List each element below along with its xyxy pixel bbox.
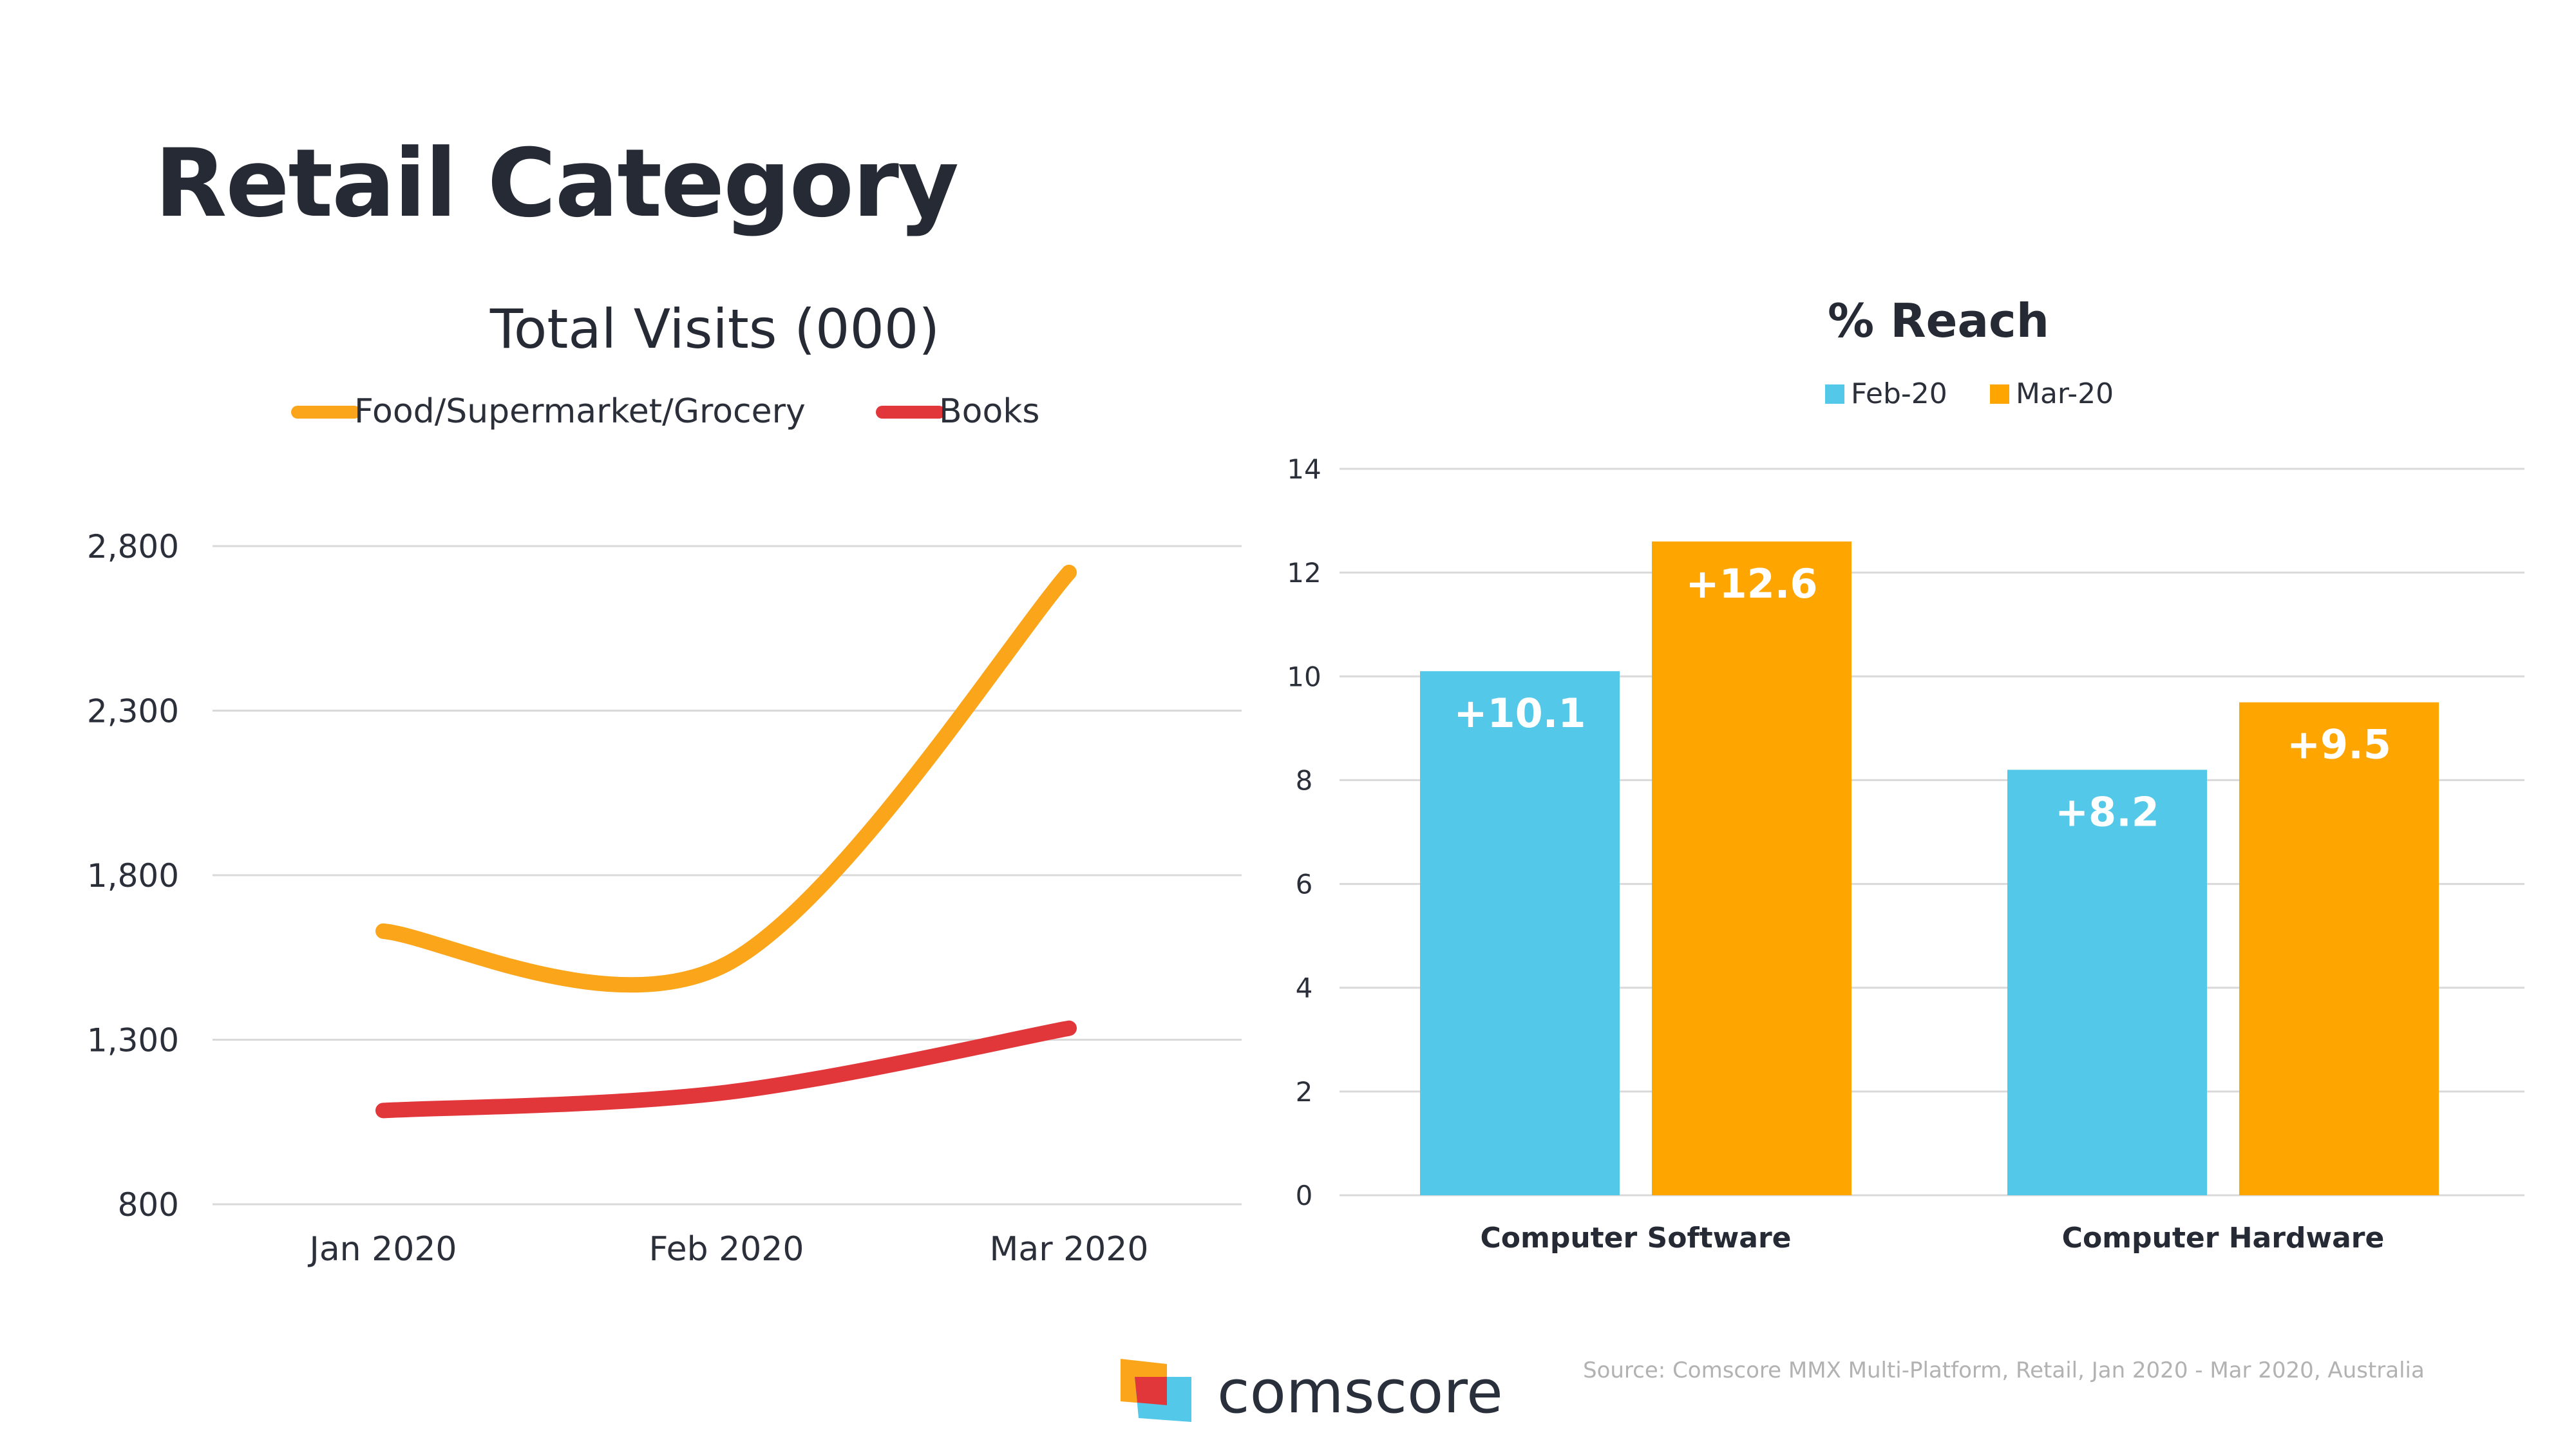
bar-chart-bars: +10.1 +12.6 +8.2 +9.5 bbox=[1420, 541, 2439, 1195]
line-y-tick-label: 1,800 bbox=[87, 857, 179, 895]
bar-data-label: +9.5 bbox=[2287, 721, 2391, 768]
line-y-tick-label: 2,800 bbox=[87, 528, 179, 565]
bar-y-tick-label: 12 bbox=[1287, 557, 1321, 589]
bar-data-label: +12.6 bbox=[1686, 560, 1818, 607]
line-chart-legend: Food/Supermarket/Grocery Books bbox=[291, 392, 1040, 431]
comscore-wordmark: comscore bbox=[1217, 1358, 1503, 1426]
bar-y-tick-label: 4 bbox=[1296, 972, 1313, 1004]
bar-chart-legend: Feb-20 Mar-20 bbox=[1825, 377, 2114, 410]
legend-label-feb: Feb-20 bbox=[1851, 377, 1947, 410]
legend-label-food: Food/Supermarket/Grocery bbox=[354, 392, 806, 431]
line-chart-x-axis: Jan 2020 Feb 2020 Mar 2020 bbox=[307, 1230, 1148, 1269]
bar-y-tick-label: 10 bbox=[1287, 661, 1321, 692]
bar-data-label: +8.2 bbox=[2055, 788, 2159, 835]
line-chart-series bbox=[375, 564, 1077, 1119]
legend-swatch-feb bbox=[1825, 384, 1844, 404]
line-series-books bbox=[375, 1020, 1077, 1119]
legend-label-mar: Mar-20 bbox=[2016, 377, 2114, 410]
line-chart-gridlines bbox=[213, 545, 1242, 1206]
bar-y-tick-label: 0 bbox=[1296, 1180, 1313, 1211]
bar-feb-20-hardware bbox=[2007, 770, 2207, 1195]
line-chart-title: Total Visits (000) bbox=[489, 298, 940, 361]
bar-y-tick-label: 2 bbox=[1296, 1076, 1313, 1108]
line-chart-y-axis: 2,800 2,300 1,800 1,300 800 bbox=[87, 528, 179, 1224]
line-y-tick-label: 1,300 bbox=[87, 1022, 179, 1059]
legend-swatch-mar bbox=[1990, 384, 2009, 404]
bar-feb-20-software bbox=[1420, 671, 1620, 1195]
bar-x-tick-label: Computer Hardware bbox=[2062, 1222, 2385, 1255]
bar-y-tick-label: 6 bbox=[1296, 869, 1313, 900]
line-x-tick-label: Jan 2020 bbox=[307, 1230, 457, 1269]
bar-chart-title: % Reach bbox=[1828, 294, 2049, 348]
source-note: Source: Comscore MMX Multi-Platform, Ret… bbox=[1583, 1358, 2425, 1383]
bar-mar-20-hardware bbox=[2239, 702, 2439, 1195]
bar-x-tick-label: Computer Software bbox=[1480, 1222, 1791, 1255]
line-y-tick-label: 800 bbox=[118, 1186, 179, 1224]
page-title: Retail Category bbox=[155, 129, 959, 238]
bar-y-tick-label: 14 bbox=[1287, 453, 1321, 485]
line-series-food bbox=[375, 564, 1077, 993]
comscore-logo-icon bbox=[1121, 1359, 1191, 1422]
bar-y-tick-label: 8 bbox=[1296, 764, 1313, 796]
legend-label-books: Books bbox=[939, 392, 1040, 431]
bar-chart-x-axis: Computer Software Computer Hardware bbox=[1480, 1222, 2384, 1255]
line-y-tick-label: 2,300 bbox=[87, 693, 179, 730]
line-x-tick-label: Feb 2020 bbox=[649, 1230, 804, 1269]
line-x-tick-label: Mar 2020 bbox=[990, 1230, 1149, 1269]
bar-chart-y-axis: 14 12 10 8 6 4 2 0 bbox=[1287, 453, 1321, 1211]
bar-mar-20-software bbox=[1652, 541, 1852, 1195]
bar-data-label: +10.1 bbox=[1454, 690, 1586, 737]
